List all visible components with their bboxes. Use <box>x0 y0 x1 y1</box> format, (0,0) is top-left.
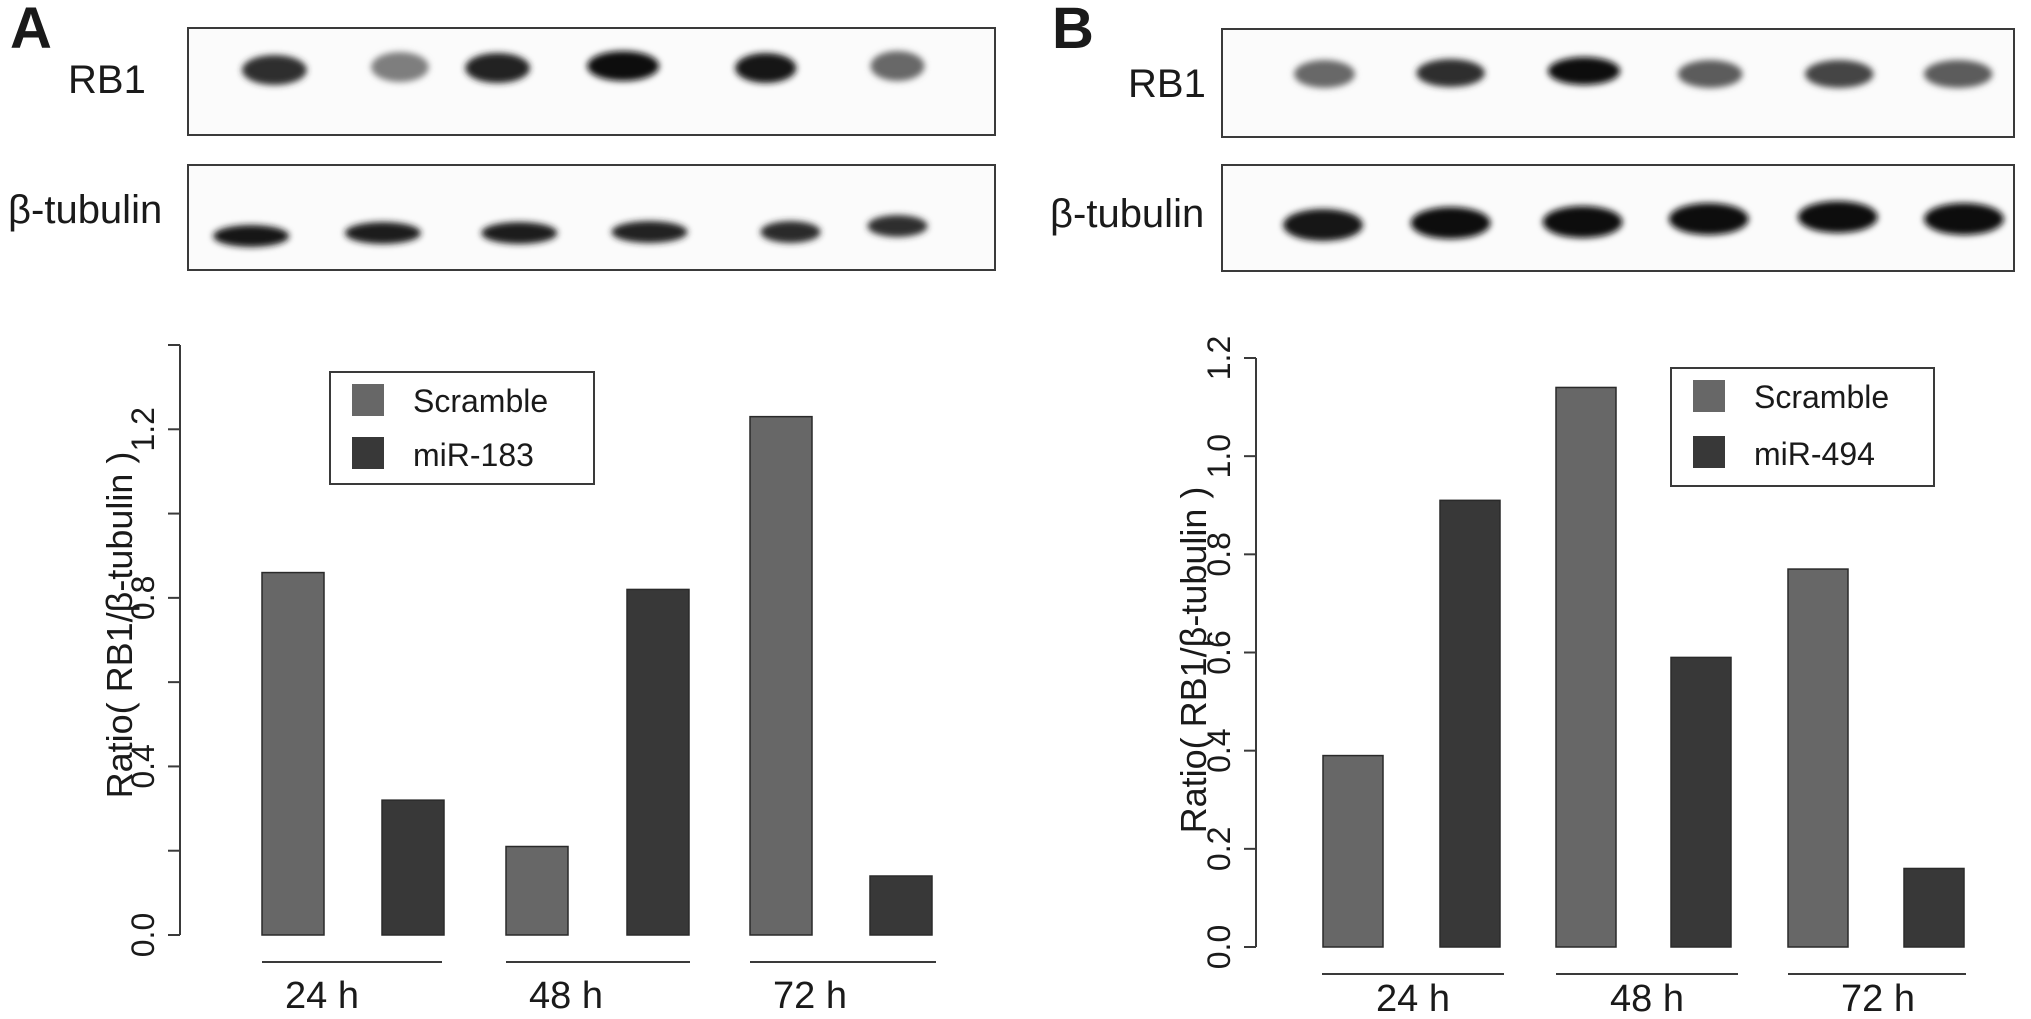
blot-rb1 <box>1221 28 2015 138</box>
bar-chart: Ratio( RB1/β-tubulin ) 0.0 0.2 0.4 0.6 0.8 1.… <box>1173 336 1966 1019</box>
blot-band <box>760 221 821 243</box>
y-tick-label: 1.2 <box>125 407 161 451</box>
blot-band <box>735 53 797 83</box>
bar-scramble-48h <box>1555 386 1617 948</box>
x-tick-label: 48 h <box>1610 978 1684 1019</box>
blot-band <box>1410 207 1491 239</box>
y-tick-label: 0.2 <box>1201 827 1237 871</box>
y-tick-label: 0.6 <box>1201 630 1237 674</box>
bar-scramble-72h <box>749 415 813 936</box>
x-tick-label: 72 h <box>773 975 847 1017</box>
y-tick-label: 0.8 <box>1201 532 1237 576</box>
blot-band <box>465 53 530 83</box>
legend-label-scramble: Scramble <box>1754 379 1889 415</box>
x-tick-label: 72 h <box>1841 978 1915 1019</box>
legend-swatch-scramble <box>352 384 384 416</box>
blot-band <box>213 225 290 247</box>
blot-band <box>1294 60 1355 88</box>
blot-band <box>587 51 660 81</box>
bar-scramble-72h <box>1787 568 1849 948</box>
y-axis-label: Ratio( RB1/β-tubulin ) <box>1173 487 1214 834</box>
legend-label-mir-183: miR-183 <box>413 437 534 473</box>
bar-scramble-24h <box>1322 754 1384 948</box>
bar-mir-494-24h <box>1439 499 1501 948</box>
y-tick-label: 0.8 <box>125 576 161 620</box>
blot-band <box>1797 201 1878 233</box>
bar-mir-183-24h <box>381 799 445 936</box>
blot-rb1 <box>187 27 996 136</box>
y-axis-label: Ratio( RB1/β-tubulin ) <box>99 452 140 799</box>
blot-row-label-rb1: RB1 <box>1128 62 1206 106</box>
bar-mir-494-48h <box>1670 656 1732 948</box>
blot-band <box>1677 60 1743 88</box>
x-tick-label: 24 h <box>1376 978 1450 1019</box>
bar-chart: Ratio( RB1/β-tubulin ) 0.0 0.4 0.8 1.2 24 h 4… <box>99 344 936 1017</box>
y-tick-label: 1.0 <box>1201 434 1237 478</box>
blot-band <box>1668 203 1749 235</box>
y-tick-label: 0.4 <box>1201 728 1237 772</box>
blot-band <box>1924 203 2004 235</box>
blot-band <box>1805 60 1874 88</box>
blot-band <box>1283 209 1363 241</box>
panel-b: B RB1 β-tubulin Ratio( RB1/β-tubulin ) 0… <box>1016 0 2031 1019</box>
blot-band <box>371 52 429 82</box>
blot-band <box>867 215 928 237</box>
bar-mir-183-72h <box>869 875 933 936</box>
blot-band <box>344 222 421 244</box>
y-tick-label: 1.2 <box>1201 336 1237 380</box>
blot-band <box>481 222 558 244</box>
panel-a: A RB1 β-tubulin Ratio( RB1/β-tubulin ) 0… <box>0 0 1015 1019</box>
blot-band <box>1416 59 1485 87</box>
panel-letter: B <box>1052 0 1094 61</box>
legend-label-mir-494: miR-494 <box>1754 436 1875 472</box>
blot-tubulin <box>1221 164 2015 272</box>
blot-band <box>870 51 925 81</box>
blot-row-label-tubulin: β-tubulin <box>8 188 163 232</box>
blot-band <box>242 55 307 85</box>
y-tick-label: 0.0 <box>1201 925 1237 969</box>
bar-scramble-24h <box>261 571 325 936</box>
bar-mir-494-72h <box>1903 867 1965 948</box>
blot-band <box>1542 206 1623 238</box>
blot-tubulin <box>187 164 996 271</box>
panel-letter: A <box>10 0 52 61</box>
y-tick-label: 0.0 <box>125 913 161 957</box>
legend-swatch-mir-183 <box>352 437 384 469</box>
blot-band <box>1923 60 1993 88</box>
blot-band <box>611 221 688 243</box>
legend-label-scramble: Scramble <box>413 383 548 419</box>
bar-scramble-48h <box>505 845 569 936</box>
bar-mir-183-48h <box>626 588 690 936</box>
legend-swatch-mir-494 <box>1693 436 1725 468</box>
blot-band <box>1547 57 1621 85</box>
y-tick-label: 0.4 <box>125 744 161 788</box>
blot-row-label-rb1: RB1 <box>68 58 146 102</box>
blot-row-label-tubulin: β-tubulin <box>1050 192 1205 236</box>
x-tick-label: 48 h <box>529 975 603 1017</box>
x-tick-label: 24 h <box>285 975 359 1017</box>
legend-swatch-scramble <box>1693 380 1725 412</box>
